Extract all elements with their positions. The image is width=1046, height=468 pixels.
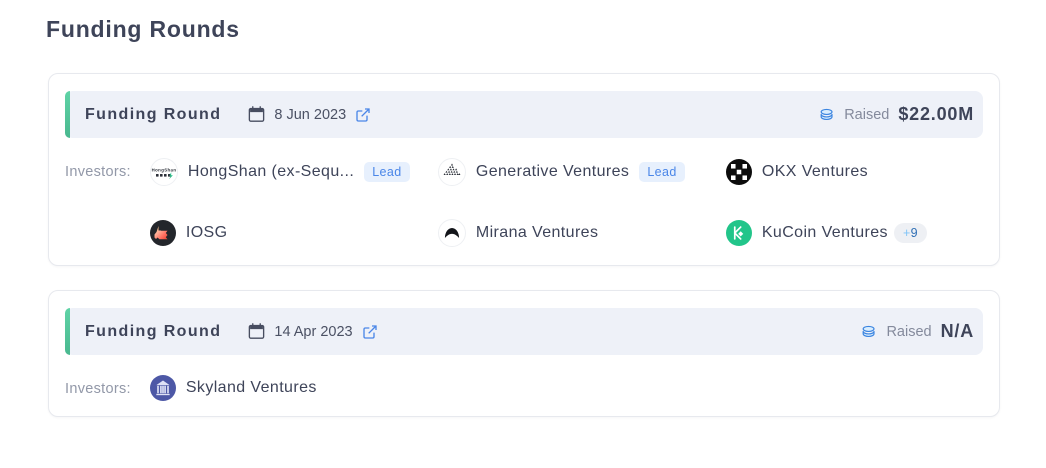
svg-text:HongShan: HongShan bbox=[152, 168, 177, 173]
